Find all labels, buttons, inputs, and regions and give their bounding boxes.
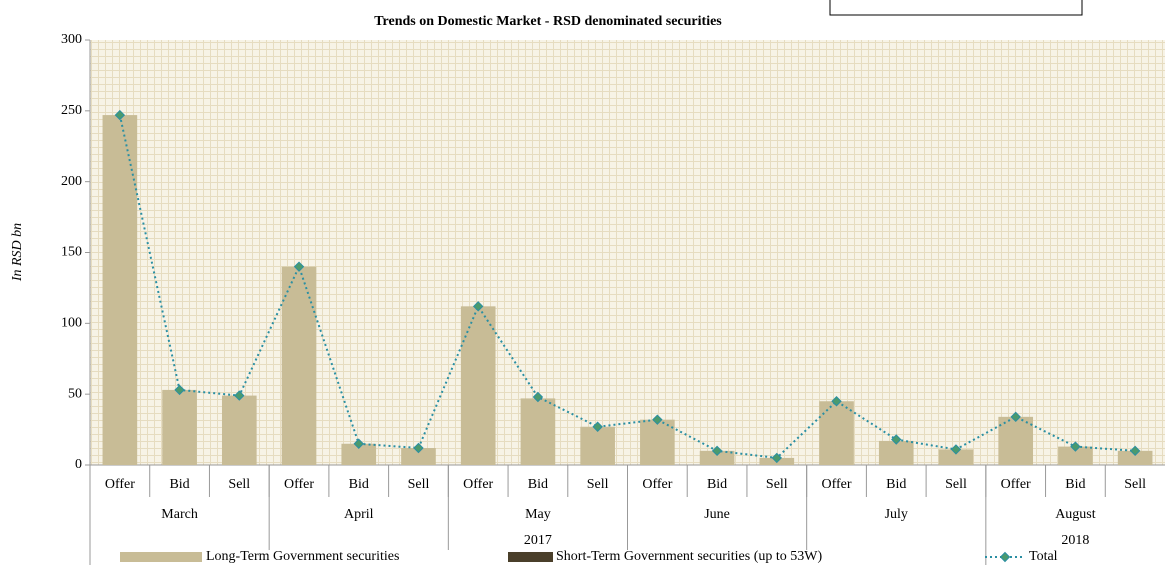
total-marker — [950, 444, 962, 455]
bar — [1058, 446, 1093, 465]
y-axis-label: In RSD bn — [10, 223, 25, 282]
frame-box — [829, 0, 1083, 16]
total-marker — [1070, 441, 1081, 452]
x-tick-label: Sell — [1124, 477, 1146, 492]
legend-label: Long-Term Government securities — [206, 549, 399, 564]
x-tick-label: Bid — [349, 477, 369, 492]
year-label: 2018 — [1061, 533, 1089, 548]
x-tick-label: Offer — [463, 477, 493, 492]
total-marker — [771, 452, 783, 464]
month-label: May — [525, 507, 551, 522]
y-tick-label: 150 — [61, 245, 82, 260]
x-tick-label: Sell — [766, 477, 788, 492]
x-tick-label: Bid — [886, 477, 906, 492]
legend-label: Total — [1029, 549, 1058, 564]
total-marker — [413, 442, 424, 454]
total-marker — [114, 109, 126, 121]
bar — [162, 389, 197, 465]
x-tick-label: Offer — [821, 477, 851, 492]
x-tick-label: Bid — [707, 477, 727, 492]
total-marker — [293, 261, 305, 272]
x-tick-label: Sell — [945, 477, 967, 492]
bar — [221, 395, 257, 465]
total-marker — [532, 391, 544, 403]
total-marker — [652, 414, 663, 425]
total-line — [118, 114, 1136, 459]
x-tick-label: Bid — [528, 477, 548, 492]
total-marker — [174, 384, 185, 396]
total-marker — [1010, 411, 1021, 423]
legend-marker — [999, 551, 1011, 563]
y-tick-label: 250 — [61, 103, 82, 118]
bar — [640, 419, 675, 465]
bar — [580, 426, 615, 465]
y-tick-label: 50 — [68, 386, 82, 401]
total-marker — [472, 301, 484, 312]
month-label: June — [704, 507, 730, 522]
x-tick-label: Sell — [228, 477, 250, 492]
bar — [699, 450, 735, 465]
bar — [1117, 450, 1153, 465]
bar — [281, 266, 317, 465]
legend-label: Short-Term Government securities (up to … — [556, 549, 822, 564]
bar — [938, 449, 974, 465]
chart-title: Trends on Domestic Market - RSD denomina… — [374, 14, 722, 29]
total-marker — [711, 445, 723, 457]
total-marker — [831, 396, 842, 407]
x-tick-label: Bid — [169, 477, 189, 492]
bar — [998, 416, 1034, 465]
bar — [341, 443, 377, 465]
x-tick-label: Offer — [105, 477, 135, 492]
month-label: July — [885, 507, 908, 522]
y-tick-label: 300 — [61, 32, 82, 47]
year-label: 2017 — [524, 533, 552, 548]
total-marker — [592, 421, 603, 432]
legend-swatch — [120, 552, 202, 562]
month-label: April — [344, 507, 374, 522]
total-marker — [891, 434, 902, 445]
x-tick-label: Sell — [587, 477, 609, 492]
bar — [878, 440, 914, 465]
x-tick-label: Sell — [408, 477, 430, 492]
x-tick-label: Offer — [284, 477, 314, 492]
bar — [819, 401, 854, 465]
y-tick-label: 200 — [61, 174, 82, 189]
total-marker — [1129, 445, 1141, 457]
plot-area — [90, 40, 1165, 465]
y-tick-label: 100 — [61, 316, 82, 331]
bar — [102, 115, 138, 465]
total-marker — [234, 390, 245, 401]
bar — [401, 448, 436, 465]
x-tick-label: Offer — [642, 477, 672, 492]
legend-swatch — [508, 552, 553, 562]
total-marker — [353, 438, 364, 449]
x-tick-label: Bid — [1065, 477, 1085, 492]
month-label: March — [161, 507, 198, 522]
x-tick-label: Offer — [1001, 477, 1031, 492]
y-tick-label: 0 — [75, 457, 82, 472]
month-label: August — [1055, 507, 1096, 522]
bar — [460, 306, 496, 465]
bar — [520, 398, 556, 465]
